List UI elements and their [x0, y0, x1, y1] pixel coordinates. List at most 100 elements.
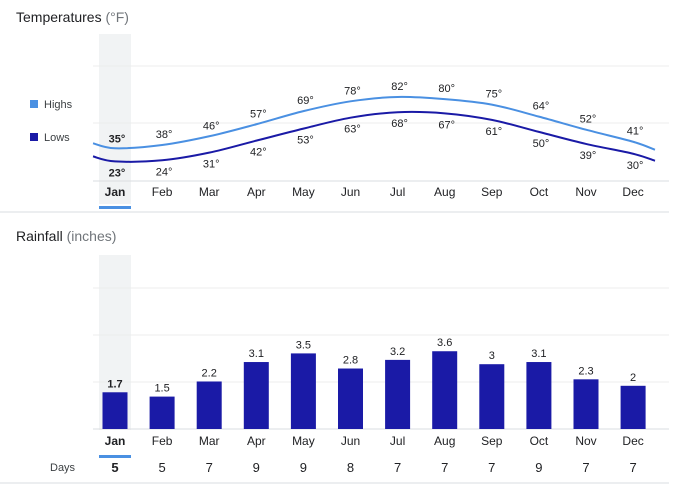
rain-month-feb[interactable]: Feb	[152, 434, 173, 448]
temperatures-unit: (°F)	[102, 9, 129, 25]
high-temp-label: 75°	[485, 89, 502, 101]
rainy-days-value: 9	[535, 460, 542, 475]
rain-month-jul[interactable]: Jul	[390, 434, 405, 448]
high-temp-label: 82°	[391, 81, 408, 93]
selected-month-highlight	[99, 34, 131, 204]
rain-value-label: 3.1	[249, 348, 264, 360]
high-temp-label: 35°	[109, 133, 126, 145]
rain-bar-may	[290, 353, 316, 429]
days-label: Days	[50, 462, 76, 474]
rainy-days-value: 7	[441, 460, 448, 475]
rain-month-jun[interactable]: Jun	[341, 434, 360, 448]
rain-bar-nov	[573, 379, 599, 429]
temp-month-apr[interactable]: Apr	[247, 185, 266, 199]
high-temp-label: 78°	[344, 85, 361, 97]
rainy-days-value: 7	[206, 460, 213, 475]
temp-month-jan[interactable]: Jan	[105, 185, 126, 199]
rain-value-label: 2.3	[578, 365, 593, 377]
rainfall-title: Rainfall (inches)	[16, 228, 116, 244]
selected-month-indicator	[99, 455, 131, 458]
rain-value-label: 1.5	[154, 383, 169, 395]
high-temp-label: 57°	[250, 108, 267, 120]
rain-month-oct[interactable]: Oct	[530, 434, 549, 448]
rain-month-nov[interactable]: Nov	[575, 434, 596, 448]
rain-month-sep[interactable]: Sep	[481, 434, 503, 448]
high-temp-label: 80°	[438, 83, 455, 95]
low-temp-label: 63°	[344, 124, 361, 136]
high-temp-label: 52°	[580, 114, 597, 126]
rain-value-label: 3	[489, 350, 495, 362]
rain-bar-jun	[338, 368, 363, 429]
rainy-days-value: 7	[488, 460, 495, 475]
temp-month-feb[interactable]: Feb	[152, 185, 173, 199]
legend-label-lows: Lows	[44, 132, 70, 144]
rainy-days-value: 5	[158, 460, 165, 475]
low-temp-label: 53°	[297, 135, 314, 147]
rainy-days-value: 7	[394, 460, 401, 475]
rain-value-label: 3.2	[390, 346, 405, 358]
temp-month-oct[interactable]: Oct	[530, 185, 549, 199]
temperatures-title-text: Temperatures	[16, 9, 102, 25]
low-temp-label: 31°	[203, 159, 220, 171]
low-temp-label: 30°	[627, 160, 644, 172]
rainy-days-value: 9	[300, 460, 307, 475]
selected-month-indicator	[99, 206, 131, 209]
temp-month-mar[interactable]: Mar	[199, 185, 220, 199]
temp-month-jun[interactable]: Jun	[341, 185, 360, 199]
rain-bar-apr	[243, 362, 269, 429]
temp-month-jul[interactable]: Jul	[390, 185, 405, 199]
temp-month-may[interactable]: May	[292, 185, 315, 199]
low-temp-label: 61°	[485, 126, 502, 138]
rain-bar-mar	[196, 381, 222, 429]
rain-month-aug[interactable]: Aug	[434, 434, 455, 448]
temperatures-title: Temperatures (°F)	[16, 9, 129, 25]
rain-bar-jan	[102, 392, 128, 429]
rain-bar-jul	[385, 359, 411, 429]
legend-swatch-highs	[30, 100, 38, 108]
low-temp-label: 67°	[438, 119, 455, 131]
rain-bar-feb	[149, 396, 175, 429]
rain-month-mar[interactable]: Mar	[199, 434, 220, 448]
rainfall-title-text: Rainfall	[16, 228, 63, 244]
temp-month-sep[interactable]: Sep	[481, 185, 503, 199]
rain-month-may[interactable]: May	[292, 434, 315, 448]
low-temp-label: 24°	[156, 166, 173, 178]
rain-value-label: 2	[630, 372, 636, 384]
high-temp-label: 69°	[297, 95, 314, 107]
rain-month-apr[interactable]: Apr	[247, 434, 266, 448]
series-line-lows	[92, 110, 656, 163]
legend-label-highs: Highs	[44, 99, 73, 111]
low-temp-label: 68°	[391, 118, 408, 130]
rain-value-label: 1.7	[107, 378, 122, 390]
rain-bar-aug	[432, 351, 458, 429]
temp-month-dec[interactable]: Dec	[622, 185, 643, 199]
rainy-days-value: 9	[253, 460, 260, 475]
high-temp-label: 64°	[533, 101, 550, 113]
rainy-days-value: 7	[582, 460, 589, 475]
rain-month-dec[interactable]: Dec	[622, 434, 643, 448]
rainy-days-value: 8	[347, 460, 354, 475]
series-line-highs	[92, 95, 656, 151]
temp-month-nov[interactable]: Nov	[575, 185, 596, 199]
legend-swatch-lows	[30, 133, 38, 141]
rain-bar-dec	[620, 385, 646, 429]
rainy-days-value: 5	[111, 460, 118, 475]
rain-month-jan[interactable]: Jan	[105, 434, 126, 448]
rain-bar-sep	[479, 364, 505, 429]
high-temp-label: 38°	[156, 129, 173, 141]
rainy-days-value: 7	[629, 460, 636, 475]
rain-value-label: 2.2	[202, 367, 217, 379]
high-temp-label: 46°	[203, 120, 220, 132]
low-temp-label: 42°	[250, 147, 267, 159]
rainfall-unit: (inches)	[63, 228, 117, 244]
high-temp-label: 41°	[627, 126, 644, 138]
rain-bar-oct	[526, 362, 552, 429]
low-temp-label: 23°	[109, 167, 126, 179]
temp-month-aug[interactable]: Aug	[434, 185, 455, 199]
rain-value-label: 3.1	[531, 348, 546, 360]
rain-value-label: 3.5	[296, 339, 311, 351]
low-temp-label: 39°	[580, 150, 597, 162]
low-temp-label: 50°	[533, 138, 550, 150]
rain-value-label: 2.8	[343, 355, 358, 367]
